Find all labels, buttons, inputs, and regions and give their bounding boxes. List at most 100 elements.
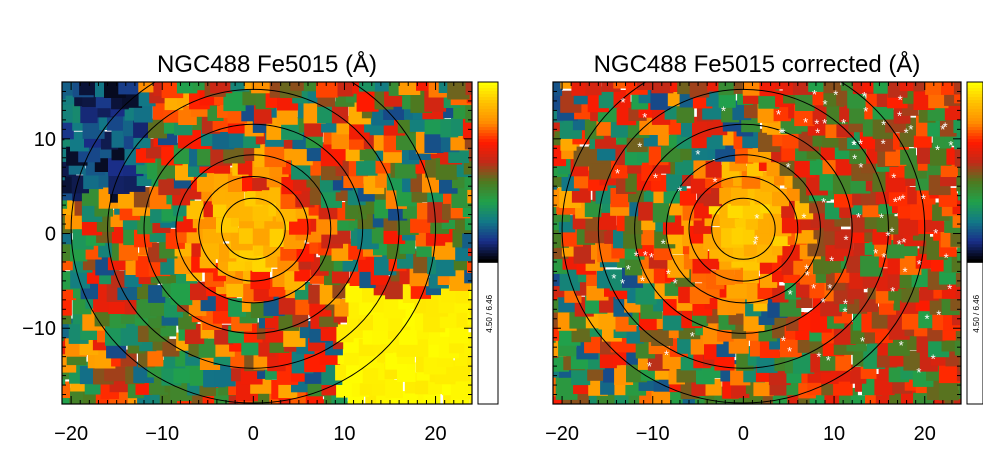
- marker-asterisk: *: [781, 125, 786, 140]
- marker-asterisk: *: [881, 117, 886, 132]
- marker-asterisk: *: [634, 249, 639, 264]
- colorbar-band: [967, 229, 983, 233]
- map-cell: [953, 82, 961, 95]
- map-cell: [953, 116, 961, 133]
- marker-asterisk: *: [827, 281, 832, 296]
- marker-asterisk: *: [897, 109, 902, 124]
- colorbar-frame: [966, 81, 983, 405]
- map-cell: [772, 188, 789, 207]
- map-cell: [624, 215, 643, 235]
- colorbar-band: [478, 196, 498, 200]
- map-cell: [466, 350, 472, 372]
- colorbar-band: [478, 250, 498, 254]
- map-cell: [278, 295, 297, 315]
- map-cell: [531, 249, 550, 269]
- map-cell: [717, 409, 734, 426]
- marker-asterisk: *: [673, 276, 678, 291]
- colorbar-band: [478, 85, 498, 89]
- colorbar-band: [478, 193, 498, 197]
- map-cell: [356, 88, 379, 112]
- marker-asterisk: *: [649, 250, 654, 265]
- map-cell: [78, 403, 100, 404]
- map-cell: [677, 336, 694, 354]
- map-cell: [613, 82, 631, 89]
- map-cell: [955, 281, 961, 298]
- map-cell: [462, 226, 472, 249]
- x-tick-label: −20: [54, 423, 88, 445]
- colorbar-band: [967, 109, 983, 113]
- marker-asterisk: *: [776, 107, 781, 122]
- marker-asterisk: *: [873, 246, 878, 261]
- marker-asterisk: *: [647, 359, 652, 374]
- colorbar-band: [478, 157, 498, 161]
- map-cell: [278, 349, 295, 366]
- map-cell: [601, 82, 621, 92]
- map-cell: [553, 188, 564, 208]
- colorbar-band: [967, 121, 983, 125]
- marker-asterisk: *: [889, 224, 894, 239]
- map-cell: [553, 126, 554, 149]
- map-cell: [651, 82, 674, 94]
- y-tick-label: 10: [34, 129, 56, 151]
- map-cell: [186, 200, 205, 220]
- map-cell: [401, 391, 419, 404]
- map-cell: [228, 129, 247, 148]
- colorbar-band: [967, 202, 983, 206]
- marker-asterisk: *: [843, 297, 848, 312]
- marker-asterisk: *: [921, 191, 926, 206]
- map-cell: [127, 405, 144, 423]
- map-cell: [252, 392, 273, 404]
- marker-asterisk: *: [690, 329, 695, 344]
- isophote-contour: [198, 176, 309, 282]
- map-cell: [62, 196, 64, 217]
- map-cell: [176, 82, 198, 94]
- map-cell: [913, 82, 931, 92]
- colorbar-band: [478, 172, 498, 176]
- marker-asterisk: *: [860, 334, 865, 349]
- map-cell: [147, 350, 164, 367]
- marker-asterisk: *: [916, 365, 921, 380]
- marker-asterisk: *: [881, 250, 886, 265]
- map-cell: [635, 282, 657, 305]
- map-cell: [462, 117, 472, 140]
- map-cell: [614, 402, 635, 404]
- colorbar-band: [478, 199, 498, 203]
- map-cell: [186, 406, 208, 429]
- map-cell: [890, 402, 911, 404]
- map-cell: [560, 82, 577, 89]
- map-cell: [170, 282, 193, 306]
- map-cell: [60, 406, 77, 424]
- map-cell: [913, 392, 933, 404]
- map-cell: [146, 402, 165, 404]
- colorbar-band: [967, 85, 983, 89]
- map-cell: [624, 257, 643, 276]
- colorbar-band: [478, 190, 498, 194]
- marker-asterisk: *: [664, 347, 669, 362]
- colorbar-band: [478, 262, 498, 404]
- colorbar-band: [478, 253, 498, 257]
- marker-asterisk: *: [781, 333, 786, 348]
- map-cell: [238, 225, 257, 244]
- map-cell: [704, 402, 726, 404]
- marker-asterisk: *: [822, 116, 827, 131]
- colorbar-band: [967, 118, 983, 122]
- map-cell: [532, 244, 549, 261]
- map-cell: [860, 253, 883, 277]
- map-cell: [795, 90, 815, 111]
- map-cell: [424, 133, 444, 153]
- marker-asterisk: *: [829, 254, 834, 269]
- colorbar-band: [478, 244, 498, 248]
- map-cell: [847, 89, 866, 109]
- map-cell: [650, 89, 671, 110]
- marker-asterisk: *: [944, 251, 949, 266]
- map-cell: [137, 394, 153, 404]
- colorbar-band: [478, 238, 498, 242]
- colorbar-band: [478, 103, 498, 107]
- map-cell: [875, 405, 895, 426]
- map-cell: [780, 334, 802, 358]
- map-cell: [62, 290, 64, 308]
- map-cell: [264, 144, 286, 168]
- marker-asterisk: *: [935, 143, 940, 158]
- colorbar-band: [478, 187, 498, 191]
- map-cell: [62, 82, 74, 96]
